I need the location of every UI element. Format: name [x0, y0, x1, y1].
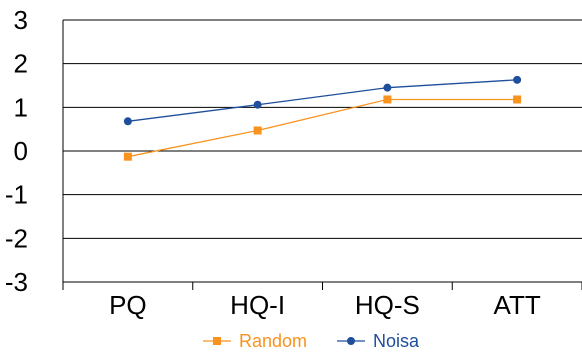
x-axis-tick-labels: PQ HQ-I HQ-S ATT [109, 290, 541, 320]
x-tick-label: PQ [109, 290, 147, 320]
legend-label: Noisa [373, 331, 420, 351]
series-line [127, 79, 518, 122]
x-tick-label: ATT [494, 290, 541, 320]
data-point-circle [383, 83, 392, 92]
y-tick-label: 2 [14, 49, 28, 79]
data-point-circle [123, 117, 132, 126]
legend-swatch-marker [347, 337, 355, 345]
y-tick-label: -2 [5, 223, 28, 253]
legend-item-random: Random [203, 331, 307, 351]
y-tick-label: 0 [14, 136, 28, 166]
series-noisa [123, 75, 522, 126]
legend-item-noisa: Noisa [337, 331, 420, 351]
series-line [127, 98, 518, 158]
series-random [123, 95, 522, 161]
y-tick-label: -3 [5, 267, 28, 297]
data-point-square [513, 95, 522, 104]
gridlines [63, 19, 582, 239]
y-axis-tick-labels: 3 2 1 0 -1 -2 -3 [5, 5, 28, 297]
legend: Random Noisa [203, 331, 420, 351]
data-point-square [383, 95, 392, 104]
series-lines [123, 75, 522, 161]
y-tick-label: 3 [14, 5, 28, 35]
legend-swatch-marker [213, 337, 221, 345]
data-point-square [253, 126, 262, 135]
axes [62, 20, 582, 290]
legend-label: Random [239, 331, 307, 351]
data-point-circle [513, 75, 522, 84]
data-point-circle [253, 100, 262, 109]
y-tick-label: -1 [5, 180, 28, 210]
x-tick-label: HQ-I [230, 290, 285, 320]
data-point-square [123, 152, 132, 161]
y-tick-label: 1 [14, 92, 28, 122]
x-tick-label: HQ-S [355, 290, 420, 320]
